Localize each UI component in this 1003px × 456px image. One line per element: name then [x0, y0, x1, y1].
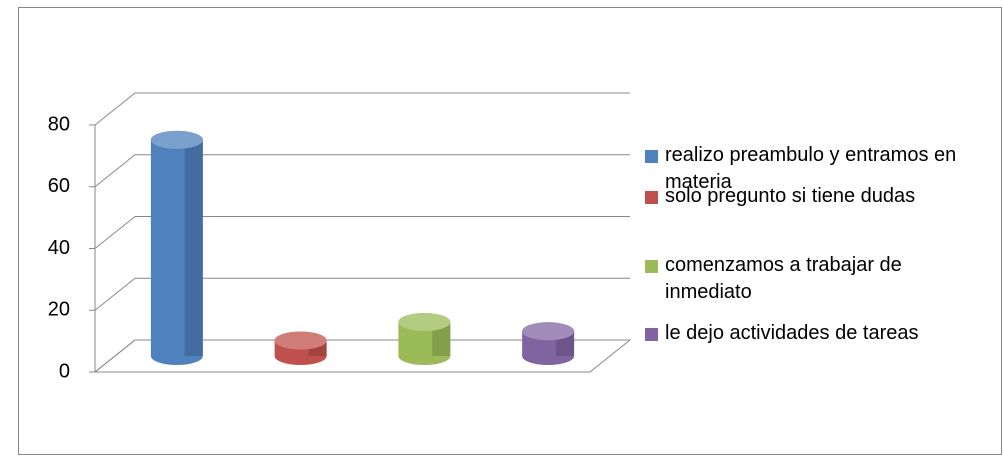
legend-swatch: [645, 191, 658, 204]
grid-line: [94, 92, 630, 126]
bar-top-highlight: [398, 313, 451, 332]
legend-label: solo pregunto si tiene dudas: [665, 185, 916, 207]
legend-entry: solo pregunto si tiene dudas: [645, 183, 985, 210]
legend-label: realizo preambulo y entramos en materia: [665, 144, 957, 193]
bar-top-highlight: [274, 331, 327, 350]
bar-top: [150, 130, 203, 149]
legend-label: le dejo actividades de tareas: [665, 322, 919, 344]
bar-top: [398, 313, 451, 332]
y-tick-label: 40: [48, 237, 70, 259]
y-tick-label: 80: [48, 113, 70, 135]
grid-line: [94, 339, 630, 373]
grid-line: [94, 216, 630, 249]
legend-swatch: [645, 328, 658, 341]
y-tick-label: 20: [48, 299, 70, 321]
bar-shade: [184, 139, 203, 356]
legend-label: comenzamos a trabajar de inmediato: [665, 254, 902, 303]
bar-top: [274, 331, 327, 350]
legend-entry: le dejo actividades de tareas: [645, 320, 985, 347]
y-tick-label: 60: [48, 175, 70, 197]
grid-line: [94, 154, 630, 188]
y-tick-label: 0: [59, 360, 70, 382]
bar-shade: [432, 322, 451, 356]
grid-line: [94, 277, 630, 311]
legend-entry: realizo preambulo y entramos en materia: [645, 142, 985, 196]
legend-entry: comenzamos a trabajar de inmediato: [645, 252, 985, 306]
bar-top-highlight: [150, 130, 203, 149]
bar: [150, 130, 203, 365]
legend-swatch: [645, 150, 658, 163]
bar-top: [522, 322, 575, 341]
bar-top-highlight: [522, 322, 575, 341]
legend-swatch: [645, 260, 658, 273]
